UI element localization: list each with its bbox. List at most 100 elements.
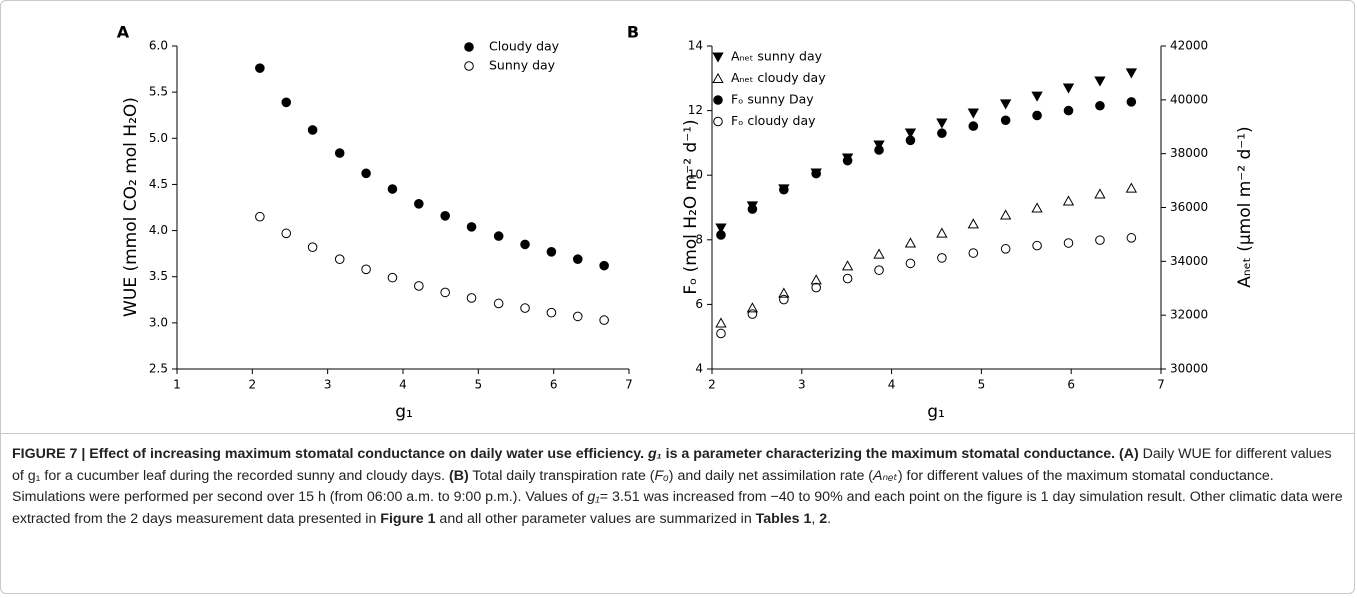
caption-panel: (B)	[448, 467, 469, 484]
x-tick-label: 6	[550, 378, 558, 392]
y-tick-label: 5.5	[149, 85, 168, 99]
y-tick-label: 3.5	[149, 269, 168, 283]
marker-circle	[905, 135, 916, 146]
caption-text: Daily WUE for different values of g₁ for…	[12, 446, 1332, 484]
marker-circle	[361, 264, 371, 275]
marker-circle	[1126, 97, 1137, 107]
marker-circle	[1063, 238, 1074, 248]
y2-tick-label: 38000	[1170, 146, 1208, 160]
legend-label: Aₙₑₜ cloudy day	[731, 70, 826, 85]
marker-circle	[255, 211, 265, 222]
marker-triangle-up	[904, 237, 917, 248]
marker-circle	[546, 307, 557, 318]
marker-circle	[1095, 100, 1105, 111]
x-tick-label: 6	[1067, 378, 1075, 392]
marker-triangle-down	[715, 223, 727, 234]
y2-tick-label: 40000	[1170, 92, 1208, 106]
marker-circle	[572, 254, 583, 264]
marker-triangle-down	[1062, 83, 1075, 94]
marker-circle	[968, 121, 979, 131]
caption-text: ,	[811, 510, 820, 527]
y-tick-label: 2.5	[149, 362, 168, 376]
panel-label: B	[627, 23, 639, 42]
marker-triangle-up	[999, 209, 1012, 220]
marker-triangle-up	[967, 218, 979, 229]
y-tick-label: 8	[695, 232, 703, 246]
marker-circle	[599, 260, 609, 271]
marker-circle	[387, 184, 398, 194]
y2-tick-label: 42000	[1170, 39, 1208, 53]
x-tick-label: 3	[324, 378, 332, 392]
x-tick-label: 7	[1157, 378, 1165, 392]
marker-triangle-up	[841, 260, 854, 271]
marker-triangle-down	[936, 118, 948, 129]
caption: FIGURE 7 | Effect of increasing maximum …	[12, 444, 1347, 530]
marker-triangle-up	[1062, 195, 1075, 206]
marker-triangle-up	[1125, 182, 1138, 193]
caption-text: .	[827, 510, 832, 527]
marker-circle	[1032, 240, 1042, 251]
marker-circle	[334, 148, 345, 158]
marker-triangle-up	[936, 227, 948, 238]
x-axis-label: g₁	[395, 402, 413, 422]
marker-triangle-down	[1125, 68, 1138, 79]
x-tick-label: 5	[475, 378, 483, 392]
marker-circle	[520, 303, 530, 313]
marker-circle	[1095, 235, 1105, 245]
marker-circle	[414, 281, 424, 291]
legend-label: Aₙₑₜ sunny day	[731, 49, 823, 64]
y-tick-label: 12	[688, 103, 703, 117]
y-tick-label: 6	[695, 297, 703, 311]
y-axis-label: Fₒ (mol H₂O m⁻² d⁻¹)	[681, 119, 701, 294]
y2-tick-label: 36000	[1170, 200, 1208, 214]
marker-circle	[414, 199, 424, 209]
marker-circle	[493, 298, 504, 309]
marker-triangle-up	[1094, 188, 1106, 199]
marker-circle	[464, 42, 474, 52]
y2-axis-label: Aₙₑₜ (µmol m⁻² d⁻¹)	[1235, 126, 1255, 287]
marker-triangle-up	[1031, 202, 1043, 213]
marker-circle	[937, 128, 947, 139]
marker-circle	[493, 231, 504, 241]
y2-tick-label: 32000	[1170, 308, 1208, 322]
marker-circle	[713, 95, 723, 105]
y-tick-label: 14	[688, 39, 703, 53]
caption-title: FIGURE 7 | Effect of increasing maximum …	[12, 446, 649, 462]
marker-circle	[1000, 115, 1011, 126]
marker-circle	[842, 155, 853, 166]
marker-circle	[466, 222, 477, 232]
caption-ref: 2	[819, 510, 828, 527]
marker-circle	[779, 294, 789, 305]
marker-circle	[546, 246, 557, 257]
caption-text: and all other parameter values are summa…	[435, 510, 756, 527]
marker-triangle-down	[1094, 76, 1106, 87]
marker-circle	[716, 230, 726, 240]
marker-circle	[1063, 105, 1074, 116]
marker-triangle-up	[810, 274, 822, 285]
caption-symbol: Fₒ	[654, 467, 669, 484]
legend-label: Cloudy day	[489, 39, 560, 54]
caption-ref: Tables 1	[755, 510, 812, 527]
marker-triangle-up	[712, 72, 724, 83]
marker-triangle-up	[746, 302, 759, 313]
y-tick-label: 5.0	[149, 131, 168, 145]
marker-circle	[905, 258, 916, 269]
panel-label: A	[117, 23, 130, 42]
marker-triangle-up	[778, 287, 790, 298]
x-tick-label: 4	[399, 378, 407, 392]
y2-tick-label: 30000	[1170, 362, 1208, 376]
marker-circle	[361, 168, 371, 179]
marker-circle	[842, 273, 853, 284]
marker-triangle-up	[873, 248, 885, 259]
marker-circle	[716, 328, 726, 339]
marker-triangle-down	[967, 108, 979, 119]
x-tick-label: 7	[625, 378, 633, 392]
y-tick-label: 3.0	[149, 315, 168, 329]
marker-triangle-up	[715, 317, 727, 328]
caption-text: ) and daily net assimilation rate (	[668, 467, 874, 484]
marker-circle	[874, 145, 884, 155]
caption-ref: Figure 1	[380, 510, 436, 527]
marker-circle	[874, 265, 884, 275]
